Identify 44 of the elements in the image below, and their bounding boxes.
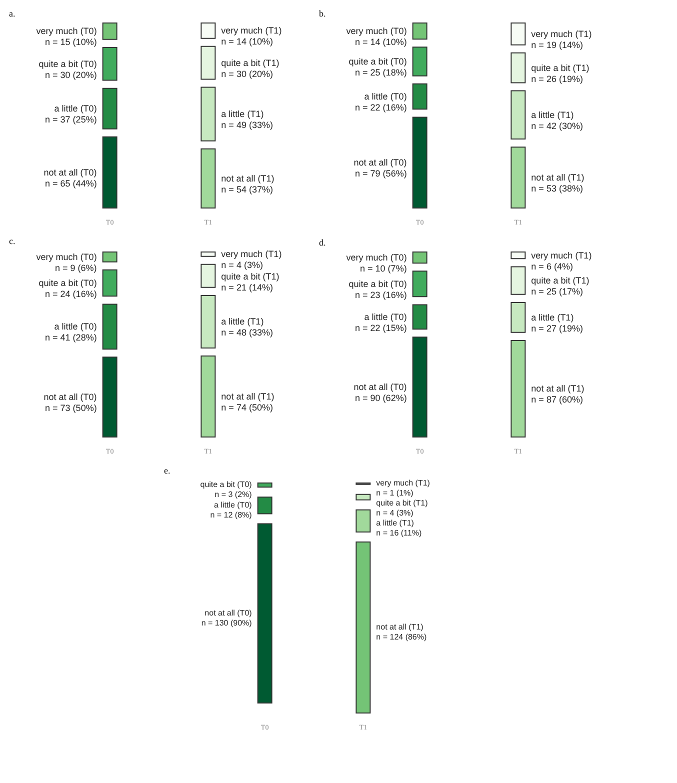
data-label: quite a bit (T1) n = 4 (3%)	[376, 498, 428, 518]
data-label: not at all (T0) n = 79 (56%)	[354, 158, 407, 179]
data-label: quite a bit (T0) n = 24 (16%)	[38, 278, 97, 300]
data-label: a little (T0) n = 22 (16%)	[355, 92, 407, 113]
data-label: very much (T0) n = 10 (7%)	[346, 252, 407, 274]
data-label: quite a bit (T1) n = 26 (19%)	[531, 62, 590, 84]
data-label: a little (T1) n = 42 (30%)	[531, 110, 583, 131]
data-label: quite a bit (T0) n = 3 (2%)	[200, 480, 252, 500]
data-label: not at all (T1) n = 53 (38%)	[531, 172, 584, 194]
data-label: very much (T1) n = 6 (4%)	[531, 250, 592, 272]
data-label: a little (T0) n = 22 (15%)	[355, 312, 407, 333]
text: a.	[9, 8, 16, 18]
data-label: not at all (T0) n = 65 (44%)	[44, 167, 97, 188]
data-label: a little (T1) n = 48 (33%)	[221, 316, 273, 338]
data-label: not at all (T1) n = 124 (86%)	[376, 622, 427, 642]
data-label: not at all (T1) n = 74 (50%)	[221, 392, 274, 413]
data-label: very much (T1) n = 14 (10%)	[221, 26, 282, 47]
text: d.	[319, 237, 326, 248]
data-label: quite a bit (T0) n = 30 (20%)	[38, 58, 97, 80]
data-label: very much (T1) n = 4 (3%)	[221, 249, 282, 270]
text: c.	[9, 236, 16, 246]
data-label: not at all (T0) n = 130 (90%)	[201, 608, 252, 628]
data-label: quite a bit (T1) n = 21 (14%)	[221, 272, 280, 293]
data-label: a little (T1) n = 27 (19%)	[531, 312, 583, 334]
data-label: very much (T0) n = 15 (10%)	[36, 26, 97, 48]
data-label: very much (T1) n = 19 (14%)	[531, 28, 592, 50]
data-label: a little (T1) n = 49 (33%)	[221, 109, 273, 130]
text: e.	[164, 466, 170, 476]
data-label: a little (T0) n = 37 (25%)	[45, 104, 97, 125]
data-label: quite a bit (T0) n = 25 (18%)	[348, 56, 407, 78]
data-label: very much (T1) n = 1 (1%)	[376, 478, 430, 498]
data-label: a little (T0) n = 41 (28%)	[45, 322, 97, 343]
data-label: not at all (T0) n = 73 (50%)	[44, 392, 97, 414]
data-label: a little (T0) n = 12 (8%)	[210, 500, 252, 520]
data-label: not at all (T1) n = 87 (60%)	[531, 384, 584, 405]
data-label: a little (T1) n = 16 (11%)	[376, 518, 422, 538]
data-label: quite a bit (T0) n = 23 (16%)	[348, 278, 407, 300]
data-label: very much (T0) n = 14 (10%)	[346, 26, 407, 48]
data-label: not at all (T0) n = 90 (62%)	[354, 382, 407, 404]
text: b.	[319, 8, 326, 18]
data-label: not at all (T1) n = 54 (37%)	[221, 173, 274, 194]
data-label: very much (T0) n = 9 (6%)	[36, 252, 97, 273]
data-label: quite a bit (T1) n = 30 (20%)	[221, 58, 280, 79]
data-label: quite a bit (T1) n = 25 (17%)	[531, 276, 590, 297]
